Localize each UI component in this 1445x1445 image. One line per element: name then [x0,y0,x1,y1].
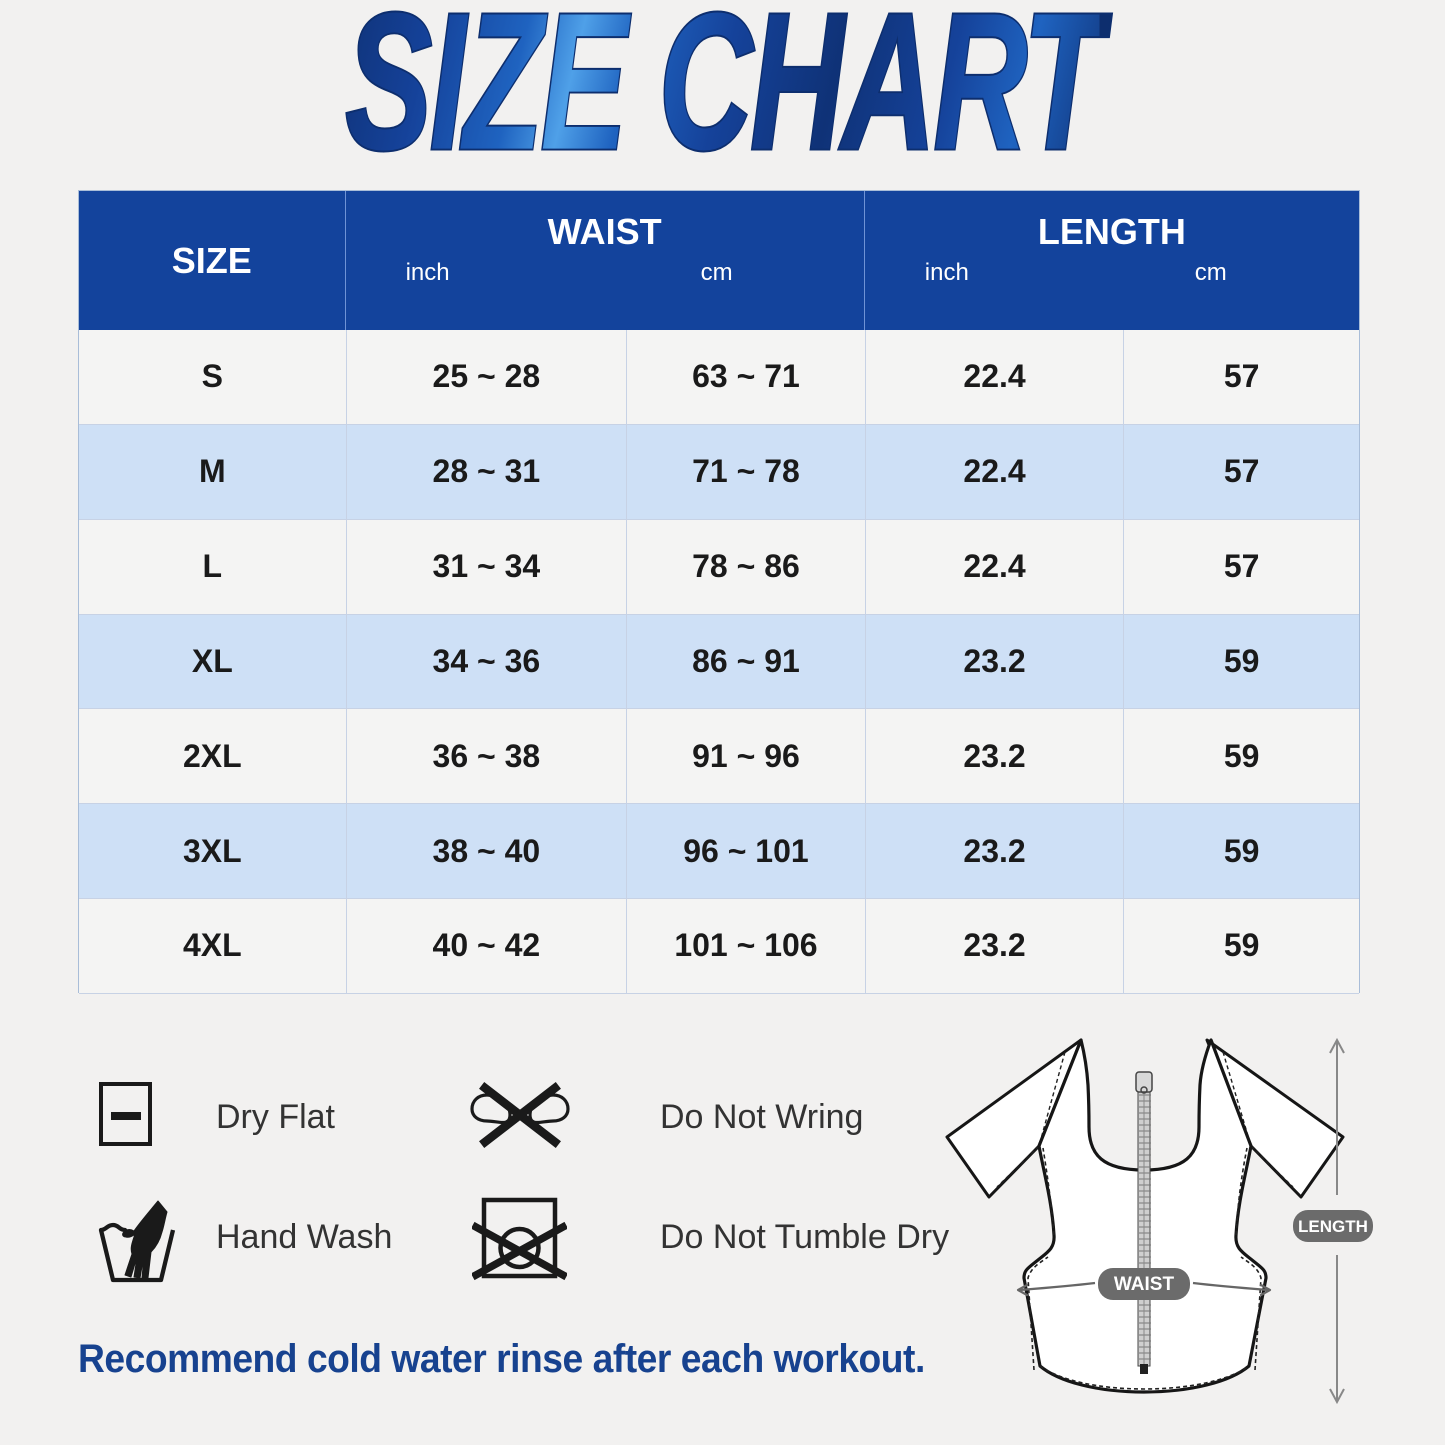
svg-text:LENGTH: LENGTH [1298,1217,1368,1236]
svg-text:WAIST: WAIST [1114,1274,1175,1295]
